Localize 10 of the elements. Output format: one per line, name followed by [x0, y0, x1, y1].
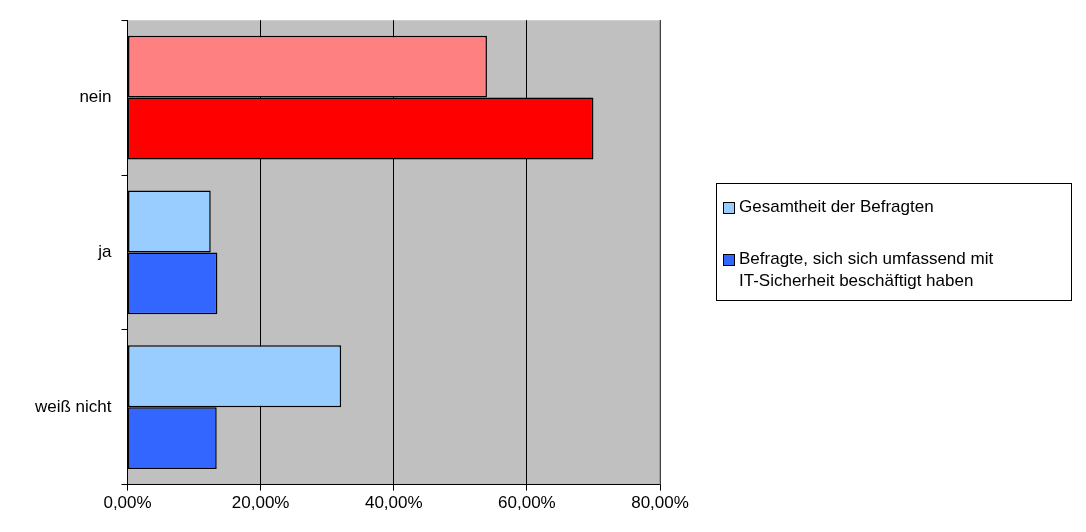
- y-tick-label: weiß nicht: [33, 396, 112, 416]
- x-tick-label: 20,00%: [231, 493, 290, 513]
- legend-label: Gesamtheit der Befragten: [739, 196, 934, 218]
- x-tick-label: 0,00%: [103, 493, 152, 513]
- y-tick-label: ja: [97, 242, 113, 262]
- x-tick-label: 40,00%: [364, 493, 423, 513]
- legend-label: Befragte, sich sich umfassend mit IT-Sicherheit beschäftigt haben: [739, 248, 995, 292]
- x-tick-label: 60,00%: [498, 493, 556, 513]
- x-tick-label: 80,00%: [631, 493, 689, 513]
- y-tick-label: nein: [79, 87, 112, 107]
